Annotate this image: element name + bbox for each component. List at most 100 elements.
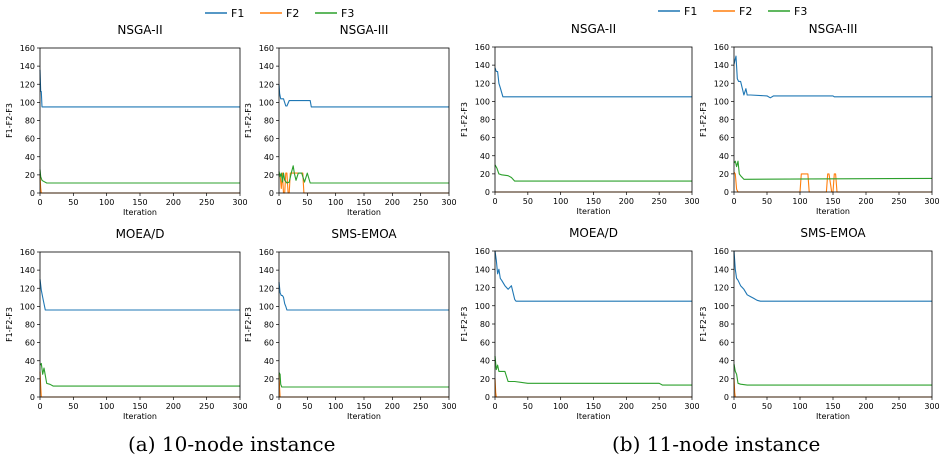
x-tick-label: 100 [792,402,807,411]
x-tick-label: 50 [762,197,772,206]
x-tick-label: 300 [924,197,939,206]
y-tick-label: 100 [20,98,35,107]
series-line-f1 [494,67,692,98]
series-line-f3 [278,165,449,184]
y-tick-label: 140 [475,265,490,274]
legend-a: F1 F2 F3 [205,7,354,20]
series-line-f1 [39,279,240,311]
series-line-f2 [733,171,932,193]
x-tick-label: 250 [413,402,428,411]
y-tick-label: 140 [20,266,35,275]
x-tick-label: 100 [99,402,114,411]
y-tick-label: 40 [480,152,490,161]
y-tick-label: 120 [20,284,35,293]
y-tick-label: 0 [269,393,274,402]
y-tick-label: 120 [475,79,490,88]
x-tick-label: 100 [553,197,568,206]
x-tick-label: 150 [825,402,840,411]
x-tick-label: 0 [731,402,736,411]
x-tick-label: 0 [276,198,281,207]
y-tick-label: 60 [264,339,274,348]
series-line-f1 [733,55,932,99]
x-tick-label: 200 [385,198,400,207]
legend-label: F1 [684,5,697,18]
x-tick-label: 200 [858,197,873,206]
y-tick-label: 160 [714,247,729,256]
y-axis-label: F1-F2-F3 [460,307,469,342]
chart-panel-8: SMS-EMOA F1-F2-F3 Iteration 0 20 40 60 80 100 120… [699,226,940,421]
series-line-f3 [494,164,692,182]
y-tick-label: 80 [25,321,35,330]
x-axis-label: Iteration [123,412,157,421]
plot-frame [278,47,450,194]
x-axis-label: Iteration [123,208,157,217]
y-tick-label: 60 [719,134,729,143]
y-tick-label: 160 [259,44,274,53]
y-tick-label: 120 [475,284,490,293]
y-tick-label: 140 [475,61,490,70]
y-tick-label: 40 [480,357,490,366]
x-tick-label: 100 [328,402,343,411]
y-axis-label: F1-F2-F3 [699,307,708,342]
x-tick-label: 150 [132,198,147,207]
y-tick-label: 160 [714,43,729,52]
chart-panel-2: NSGA-III F1-F2-F3 Iteration 0 20 40 60 80 100 120… [244,23,457,217]
chart-panel-1: NSGA-II F1-F2-F3 Iteration 0 20 40 60 80 100 120 1… [5,23,248,217]
legend-label: F1 [231,7,244,20]
y-tick-label: 20 [25,171,35,180]
x-tick-label: 300 [441,198,456,207]
y-tick-label: 80 [264,321,274,330]
y-tick-label: 80 [719,320,729,329]
chart-title: SMS-EMOA [800,226,866,240]
y-tick-label: 100 [475,97,490,106]
x-tick-label: 0 [731,197,736,206]
x-tick-label: 300 [684,197,699,206]
x-tick-label: 200 [858,402,873,411]
y-tick-label: 80 [480,116,490,125]
y-tick-label: 40 [25,357,35,366]
series-line-f1 [494,250,692,302]
y-tick-label: 20 [719,170,729,179]
y-tick-label: 60 [25,135,35,144]
y-tick-label: 100 [714,302,729,311]
y-tick-label: 0 [30,189,35,198]
x-tick-label: 150 [586,402,601,411]
y-tick-label: 20 [719,375,729,384]
x-tick-label: 200 [166,198,181,207]
x-tick-label: 150 [132,402,147,411]
y-tick-label: 140 [714,265,729,274]
chart-title: NSGA-II [117,23,162,37]
x-tick-label: 150 [356,198,371,207]
x-tick-label: 250 [891,402,906,411]
chart-title: NSGA-II [571,22,616,36]
caption-a: (a) 10-node instance [128,432,336,456]
y-axis-label: F1-F2-F3 [5,307,14,342]
plot-frame [39,251,241,398]
x-axis-label: Iteration [347,208,381,217]
y-tick-label: 120 [259,80,274,89]
y-tick-label: 20 [25,375,35,384]
series-line-f2 [39,371,240,398]
series-line-f1 [733,250,932,302]
chart-panel-4: SMS-EMOA F1-F2-F3 Iteration 0 20 40 60 80 100 120… [244,227,457,421]
x-tick-label: 100 [792,197,807,206]
y-tick-label: 160 [20,248,35,257]
x-axis-label: Iteration [347,412,381,421]
y-tick-label: 20 [264,171,274,180]
x-tick-label: 100 [328,198,343,207]
y-tick-label: 120 [20,80,35,89]
y-tick-label: 40 [264,357,274,366]
x-tick-label: 300 [441,402,456,411]
plot-frame [278,251,450,398]
x-axis-label: Iteration [816,412,850,421]
x-tick-label: 50 [302,198,312,207]
x-tick-label: 250 [199,198,214,207]
y-tick-label: 160 [259,248,274,257]
x-axis-label: Iteration [816,207,850,216]
series-line-f2 [733,378,932,398]
series-line-f3 [494,355,692,386]
legend-label: F2 [286,7,299,20]
y-tick-label: 100 [20,302,35,311]
x-tick-label: 250 [652,197,667,206]
x-tick-label: 100 [99,198,114,207]
